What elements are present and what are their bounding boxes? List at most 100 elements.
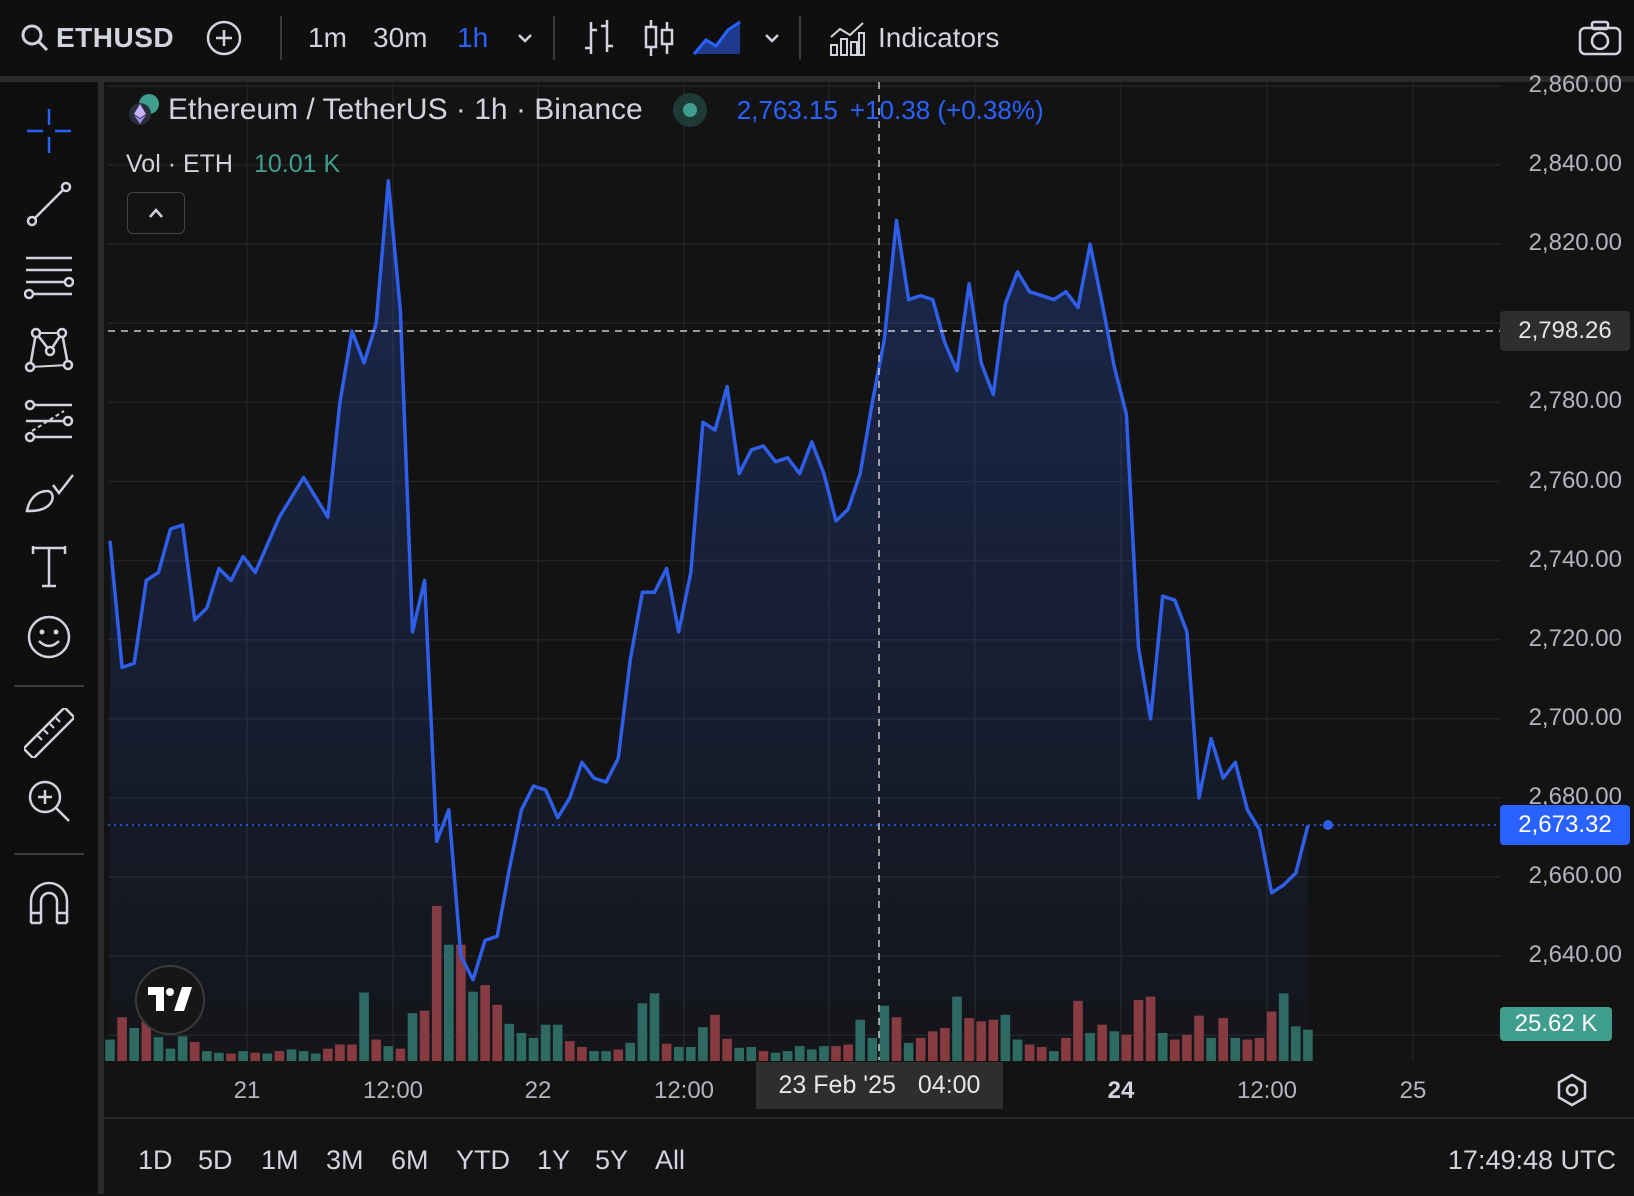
price-point xyxy=(749,448,753,452)
price-point xyxy=(108,539,112,543)
range-3m[interactable]: 3M xyxy=(326,1145,364,1175)
range-1d[interactable]: 1D xyxy=(138,1145,173,1175)
price-point xyxy=(1028,290,1032,294)
price-point xyxy=(483,938,487,942)
price-point xyxy=(181,523,185,527)
price-point xyxy=(350,329,354,333)
range-5d[interactable]: 5D xyxy=(198,1145,233,1175)
range-all[interactable]: All xyxy=(655,1145,686,1175)
price-point xyxy=(169,527,173,531)
legend-collapse-button[interactable] xyxy=(127,192,185,234)
interval-dropdown[interactable] xyxy=(515,0,535,76)
price-point xyxy=(628,657,632,661)
price-point xyxy=(495,934,499,938)
forecasting-tool[interactable] xyxy=(22,394,76,448)
price-point xyxy=(241,555,245,559)
price-point xyxy=(907,298,911,302)
tradingview-logo-icon xyxy=(148,987,192,1011)
indicators-button[interactable]: Indicators xyxy=(828,0,999,76)
price-point xyxy=(653,590,657,594)
zoom-tool[interactable] xyxy=(22,774,76,828)
interval-label: 30m xyxy=(373,22,428,53)
price-point xyxy=(1124,412,1128,416)
bar-chart-type-button[interactable] xyxy=(582,0,616,76)
price-point xyxy=(834,519,838,523)
price-point xyxy=(217,567,221,571)
price-point xyxy=(798,472,802,476)
text-icon xyxy=(31,546,67,588)
magnet-tool[interactable] xyxy=(22,876,76,930)
time-axis-label: 12:00 xyxy=(653,1077,715,1104)
time-axis-label: 25 xyxy=(1399,1077,1427,1104)
price-point xyxy=(1233,760,1237,764)
crosshair-time-tag: 23 Feb '25 04:00 xyxy=(756,1062,1003,1109)
price-line xyxy=(108,179,1310,982)
price-axis-label: 2,700.00 xyxy=(1528,703,1622,731)
fib-retracement-tool[interactable] xyxy=(22,249,76,303)
price-point xyxy=(338,400,342,404)
price-point xyxy=(592,776,596,780)
price-point xyxy=(471,978,475,982)
price-area-fill xyxy=(110,180,1308,1061)
measure-tool[interactable] xyxy=(22,706,76,760)
candles-chart-type-button[interactable] xyxy=(642,0,676,76)
price-point xyxy=(786,456,790,460)
pattern-icon xyxy=(24,327,74,373)
price-point xyxy=(1161,594,1165,598)
interval-1h[interactable]: 1h xyxy=(457,0,488,76)
trend-line-tool[interactable] xyxy=(22,177,76,231)
brush-tool[interactable] xyxy=(22,466,76,520)
last-price-dot xyxy=(1323,820,1333,830)
price-axis-label: 2,640.00 xyxy=(1528,941,1622,969)
compare-button[interactable] xyxy=(205,0,243,76)
price-point xyxy=(1016,270,1020,274)
chevron-down-icon xyxy=(765,34,779,43)
magnet-icon xyxy=(29,881,69,925)
price-point xyxy=(761,444,765,448)
price-point xyxy=(374,321,378,325)
price-point xyxy=(810,440,814,444)
tradingview-logo[interactable] xyxy=(135,965,205,1035)
screenshot-button[interactable] xyxy=(1578,0,1622,76)
crosshair-tool[interactable] xyxy=(22,104,76,158)
price-point xyxy=(737,472,741,476)
crosshair-price-tag: 2,798.26 xyxy=(1500,311,1630,351)
range-1m[interactable]: 1M xyxy=(261,1145,299,1175)
price-point xyxy=(1088,242,1092,246)
pattern-tool[interactable] xyxy=(22,322,76,376)
price-point xyxy=(616,756,620,760)
volume-value-label: 25.62 K xyxy=(1514,1010,1598,1037)
price-point xyxy=(919,294,923,298)
plus-circle-icon xyxy=(206,20,242,56)
price-point xyxy=(507,867,511,871)
price-axis-label: 2,760.00 xyxy=(1528,466,1622,494)
search-icon xyxy=(21,24,49,52)
symbol-search[interactable]: ETHUSD xyxy=(20,0,174,76)
range-ytd[interactable]: YTD xyxy=(456,1145,510,1175)
interval-1m[interactable]: 1m xyxy=(308,0,347,76)
text-tool[interactable] xyxy=(22,539,76,593)
toolbar-divider xyxy=(553,16,555,60)
price-point xyxy=(858,472,862,476)
interval-30m[interactable]: 30m xyxy=(373,0,427,76)
market-status-dot xyxy=(672,93,707,127)
chart-settings-button[interactable] xyxy=(1554,1072,1590,1108)
chart-type-dropdown[interactable] xyxy=(762,0,782,76)
range-5y[interactable]: 5Y xyxy=(595,1145,629,1175)
price-point xyxy=(713,428,717,432)
price-point xyxy=(979,361,983,365)
range-1y[interactable]: 1Y xyxy=(537,1145,571,1175)
price-point xyxy=(1112,365,1116,369)
symbol-title[interactable]: Ethereum / TetherUS · 1h · Binance xyxy=(168,93,643,126)
price-point xyxy=(580,760,584,764)
chevron-up-icon xyxy=(149,208,163,218)
brush-icon xyxy=(25,474,74,513)
emoji-tool[interactable] xyxy=(22,610,76,664)
price-point xyxy=(774,460,778,464)
volume-legend-label[interactable]: Vol · ETH xyxy=(126,150,233,178)
area-chart-type-button[interactable] xyxy=(692,0,742,76)
range-6m[interactable]: 6M xyxy=(391,1145,429,1175)
utc-clock[interactable]: 17:49:48 UTC xyxy=(1447,1145,1616,1175)
price-point xyxy=(1040,294,1044,298)
